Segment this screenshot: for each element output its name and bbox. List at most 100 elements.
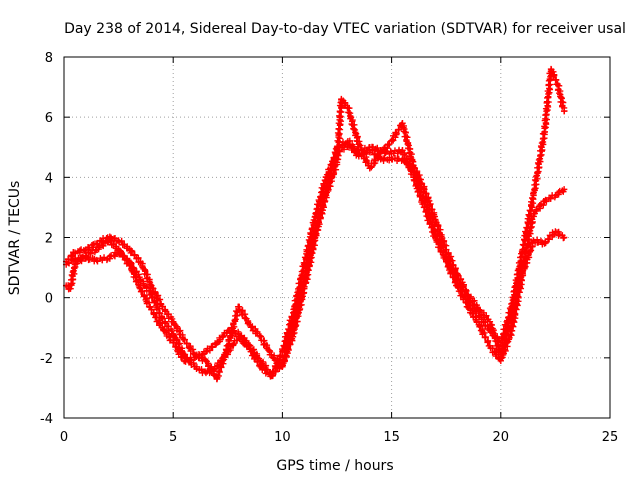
- y-tick-label: 4: [45, 171, 53, 186]
- data-point: [484, 339, 491, 346]
- data-point: [272, 368, 279, 376]
- data-point: [198, 353, 205, 361]
- data-point: [93, 256, 100, 264]
- data-point: [509, 307, 516, 315]
- data-point: [559, 99, 567, 106]
- data-point: [357, 142, 364, 149]
- data-point: [230, 321, 237, 328]
- data-point: [294, 318, 301, 325]
- data-point: [170, 339, 177, 346]
- data-point: [320, 198, 328, 205]
- data-point: [374, 154, 382, 161]
- x-tick-label: 15: [383, 430, 400, 445]
- data-point: [556, 89, 563, 97]
- data-point: [193, 351, 201, 358]
- data-point: [560, 186, 568, 193]
- data-point: [420, 186, 428, 193]
- data-point: [545, 235, 552, 243]
- data-point: [334, 143, 341, 150]
- data-point: [538, 139, 546, 147]
- series-track-c: [62, 95, 568, 383]
- x-tick-label: 5: [169, 430, 177, 445]
- data-point: [151, 290, 159, 297]
- data-point: [522, 245, 529, 253]
- data-point: [535, 156, 543, 164]
- chart-title: Day 238 of 2014, Sidereal Day-to-day VTE…: [64, 21, 626, 37]
- data-point: [422, 208, 429, 215]
- data-point: [243, 337, 250, 345]
- data-point: [254, 328, 261, 336]
- data-point: [83, 253, 90, 260]
- y-tick-label: 0: [45, 292, 53, 307]
- data-point: [138, 262, 146, 270]
- data-point: [146, 278, 153, 285]
- data-point: [98, 238, 105, 245]
- data-point: [555, 191, 562, 198]
- axis-ticks: 0 5 10 15 20 25 -4 -2 0 2 4 6 8: [40, 51, 618, 445]
- data-point: [364, 157, 371, 165]
- data-point: [94, 258, 101, 265]
- x-tick-label: 25: [602, 430, 619, 445]
- data-point: [426, 201, 434, 209]
- data-point: [395, 126, 402, 133]
- data-point: [426, 219, 434, 227]
- data-point: [393, 130, 400, 138]
- data-point: [65, 256, 72, 263]
- data-point: [157, 320, 164, 327]
- data-point: [550, 72, 558, 79]
- data-point: [489, 329, 497, 336]
- data-point: [221, 351, 228, 358]
- data-point: [128, 248, 136, 255]
- data-point: [181, 336, 189, 343]
- data-point: [462, 287, 470, 294]
- data-point: [118, 237, 125, 245]
- data-point: [432, 217, 439, 225]
- data-point: [193, 363, 201, 370]
- data-point: [315, 219, 323, 226]
- y-tick-label: -2: [40, 352, 53, 367]
- data-point: [219, 333, 227, 340]
- x-tick-label: 20: [493, 430, 510, 445]
- data-point: [66, 285, 74, 292]
- data-point: [119, 252, 127, 259]
- x-tick-label: 10: [274, 430, 291, 445]
- data-point: [76, 249, 84, 256]
- data-point: [312, 231, 319, 238]
- data-point: [209, 344, 216, 351]
- data-point: [460, 294, 467, 302]
- data-point: [147, 281, 154, 288]
- data-point: [407, 153, 414, 160]
- data-point: [172, 343, 179, 351]
- data-point: [69, 268, 77, 276]
- data-point: [319, 202, 327, 210]
- data-point: [226, 333, 234, 341]
- data-point: [150, 310, 157, 317]
- data-point: [420, 204, 428, 211]
- data-point: [131, 251, 138, 258]
- data-point: [532, 173, 540, 181]
- data-point: [542, 111, 549, 119]
- data-point: [400, 151, 408, 158]
- y-tick-label: 8: [45, 51, 53, 66]
- data-point: [491, 333, 498, 340]
- y-tick-label: -4: [40, 412, 53, 427]
- data-point: [68, 280, 76, 287]
- data-point: [482, 334, 489, 341]
- data-point: [286, 340, 293, 348]
- data-point: [94, 241, 101, 248]
- data-point: [483, 312, 490, 319]
- data-point: [117, 248, 125, 255]
- data-point: [279, 362, 287, 369]
- y-tick-label: 6: [45, 111, 53, 126]
- data-point: [560, 234, 568, 241]
- data-point: [476, 323, 483, 330]
- data-point: [316, 214, 323, 222]
- data-point: [547, 195, 554, 202]
- data-point: [161, 306, 169, 314]
- data-point: [248, 323, 256, 331]
- data-point: [380, 157, 387, 165]
- data-point: [290, 327, 297, 334]
- data-point: [310, 246, 317, 253]
